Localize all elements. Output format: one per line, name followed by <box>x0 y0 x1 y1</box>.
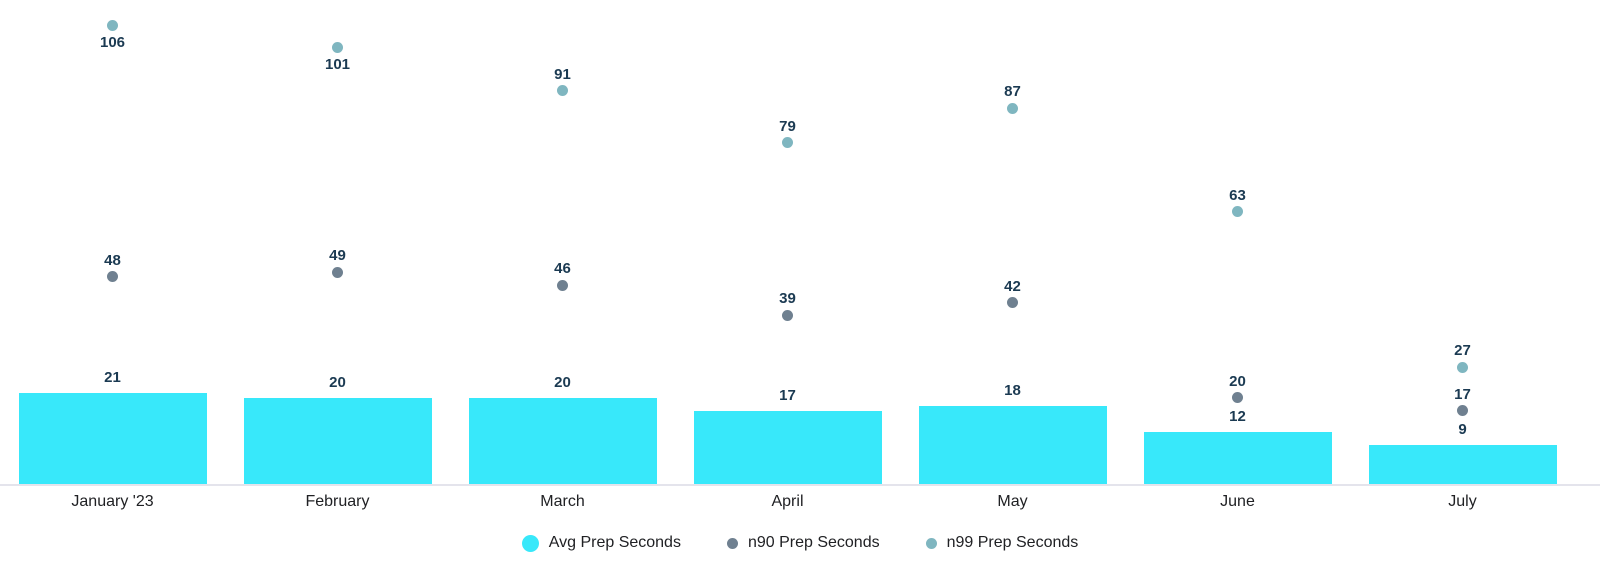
bar-value-label: 20 <box>329 373 346 391</box>
plot-area: 21 48 106 20 49 101 20 46 91 17 39 79 18 42 87 12 20 63 9 1… <box>0 0 1575 484</box>
legend-item-n99-prep-seconds[interactable]: n99 Prep Seconds <box>925 533 1079 553</box>
n90-prep-seconds-dot[interactable] <box>1007 297 1018 308</box>
category-column: 18 42 87 <box>900 0 1125 484</box>
n90-prep-seconds-value-label: 46 <box>554 260 571 278</box>
n90-prep-seconds-value-label: 48 <box>104 251 121 269</box>
category-column: 21 48 106 <box>0 0 225 484</box>
avg-prep-seconds-bar[interactable] <box>1143 432 1332 484</box>
bar-value-label: 18 <box>1004 382 1021 400</box>
n99-prep-seconds-dot[interactable] <box>1457 361 1468 373</box>
n90-prep-seconds-dot[interactable] <box>107 271 118 283</box>
x-axis-line <box>0 484 1600 486</box>
bar-value-label: 9 <box>1458 421 1467 439</box>
bar-value-label: 21 <box>104 369 121 387</box>
legend-item-n90-prep-seconds[interactable]: n90 Prep Seconds <box>726 533 880 553</box>
n90-prep-seconds-dot[interactable] <box>332 266 343 278</box>
avg-prep-seconds-bar[interactable] <box>243 397 432 484</box>
n90-prep-seconds-value-label: 42 <box>1004 277 1021 295</box>
x-axis-label: March <box>540 493 585 510</box>
bar-value-label: 12 <box>1229 408 1246 426</box>
x-axis-label: February <box>305 493 370 510</box>
n99-prep-seconds-value-label: 27 <box>1454 342 1471 360</box>
avg-prep-seconds-bar[interactable] <box>468 397 657 484</box>
legend-item-avg-prep-seconds[interactable]: Avg Prep Seconds <box>521 533 681 553</box>
n99-prep-seconds-value-label: 106 <box>99 33 126 51</box>
legend-label: n99 Prep Seconds <box>946 534 1079 551</box>
legend-label: Avg Prep Seconds <box>548 534 681 551</box>
category-column: 20 46 91 <box>450 0 675 484</box>
n99-prep-seconds-swatch-icon <box>925 537 937 549</box>
n90-prep-seconds-value-label: 39 <box>779 290 796 308</box>
n99-prep-seconds-dot[interactable] <box>1007 102 1018 114</box>
n99-prep-seconds-value-label: 101 <box>324 55 351 73</box>
x-axis-label: June <box>1220 493 1255 510</box>
x-axis-label: May <box>997 493 1028 510</box>
x-axis-label: April <box>771 493 804 510</box>
n99-prep-seconds-value-label: 79 <box>779 117 796 135</box>
x-axis-label: January '23 <box>71 493 154 510</box>
n99-prep-seconds-value-label: 87 <box>1004 83 1021 101</box>
bar-value-label: 20 <box>554 373 571 391</box>
n90-prep-seconds-value-label: 49 <box>329 247 346 265</box>
n99-prep-seconds-dot[interactable] <box>557 85 568 97</box>
n99-prep-seconds-dot[interactable] <box>107 20 118 32</box>
n90-prep-seconds-dot[interactable] <box>1457 405 1468 417</box>
n90-prep-seconds-dot[interactable] <box>1232 392 1243 404</box>
n99-prep-seconds-value-label: 63 <box>1229 186 1246 204</box>
n90-prep-seconds-swatch-icon <box>726 537 738 549</box>
n99-prep-seconds-value-label: 91 <box>554 65 571 83</box>
avg-prep-seconds-bar[interactable] <box>918 406 1107 484</box>
avg-prep-seconds-bar[interactable] <box>1368 445 1557 484</box>
n90-prep-seconds-value-label: 17 <box>1454 385 1471 403</box>
category-column: 12 20 63 <box>1125 0 1350 484</box>
n90-prep-seconds-dot[interactable] <box>782 309 793 321</box>
n99-prep-seconds-dot[interactable] <box>782 137 793 149</box>
category-column: 17 39 79 <box>675 0 900 484</box>
category-column: 9 17 27 <box>1350 0 1575 484</box>
n90-prep-seconds-value-label: 20 <box>1229 372 1246 390</box>
legend: Avg Prep Seconds n90 Prep Seconds n99 Pr… <box>0 533 1600 553</box>
n90-prep-seconds-dot[interactable] <box>557 279 568 291</box>
n99-prep-seconds-dot[interactable] <box>332 42 343 54</box>
legend-label: n90 Prep Seconds <box>747 534 880 551</box>
bar-value-label: 17 <box>779 386 796 404</box>
avg-prep-seconds-swatch-icon <box>521 534 539 552</box>
avg-prep-seconds-bar[interactable] <box>18 393 207 484</box>
x-axis-label: July <box>1448 493 1477 510</box>
category-column: 20 49 101 <box>225 0 450 484</box>
n99-prep-seconds-dot[interactable] <box>1232 206 1243 218</box>
avg-prep-seconds-bar[interactable] <box>693 410 882 484</box>
